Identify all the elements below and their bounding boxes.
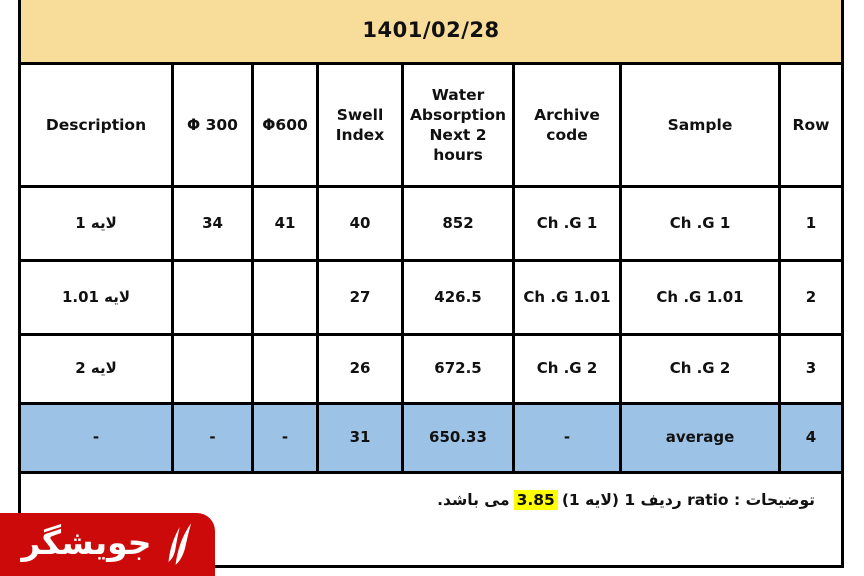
date-banner: 1401/02/28	[21, 0, 841, 62]
column-header-description: Description	[21, 65, 171, 185]
column-header-archive-code: Archive code	[515, 65, 619, 185]
table-cell-average: -	[254, 405, 316, 471]
table-cell: 426.5	[404, 262, 512, 333]
table-cell: لایه 1	[21, 188, 171, 259]
table-cell: 3	[781, 336, 841, 402]
column-header-phi600: Φ600	[254, 65, 316, 185]
table-cell: 40	[319, 188, 401, 259]
table-cell: 1	[781, 188, 841, 259]
table-cell: 852	[404, 188, 512, 259]
table-cell: 2	[781, 262, 841, 333]
table-cell-average: -	[21, 405, 171, 471]
table-cell-average: -	[174, 405, 251, 471]
note-highlight-value: 3.85	[513, 490, 558, 511]
column-header-row: Row	[781, 65, 841, 185]
column-header-water-absorption: Water Absorption Next 2 hours	[404, 65, 512, 185]
table-cell: 27	[319, 262, 401, 333]
logo-mark-icon	[168, 522, 191, 565]
table-cell: Ch .G 1.01	[515, 262, 619, 333]
note-text-after: می باشد.	[437, 491, 510, 509]
column-header-swell-index: Swell Index	[319, 65, 401, 185]
table-cell	[254, 336, 316, 402]
logo-text: جویشگر	[21, 523, 152, 562]
table-cell	[174, 262, 251, 333]
table-cell: لایه 1.01	[21, 262, 171, 333]
table-cell: 41	[254, 188, 316, 259]
table-cell-average: 650.33	[404, 405, 512, 471]
table-cell-average: -	[515, 405, 619, 471]
table-cell: 34	[174, 188, 251, 259]
table-cell-average: average	[622, 405, 778, 471]
column-header-phi300: Φ 300	[174, 65, 251, 185]
note-text-before: توضیحات : ratio ردیف 1 (لایه 1)	[561, 491, 815, 509]
table-cell: Ch .G 1	[515, 188, 619, 259]
table-cell-average: 4	[781, 405, 841, 471]
table-cell: 672.5	[404, 336, 512, 402]
table-cell-average: 31	[319, 405, 401, 471]
column-header-sample: Sample	[622, 65, 778, 185]
results-table: 1401/02/28 Description Φ 300 Φ600 Swell …	[18, 0, 844, 568]
table-cell: Ch .G 2	[622, 336, 778, 402]
logo-banner: جویشگر	[0, 513, 215, 576]
table-cell	[174, 336, 251, 402]
table-cell: Ch .G 2	[515, 336, 619, 402]
table-cell: Ch .G 1	[622, 188, 778, 259]
table-cell	[254, 262, 316, 333]
table-cell: Ch .G 1.01	[622, 262, 778, 333]
table-cell: لایه 2	[21, 336, 171, 402]
table-cell: 26	[319, 336, 401, 402]
